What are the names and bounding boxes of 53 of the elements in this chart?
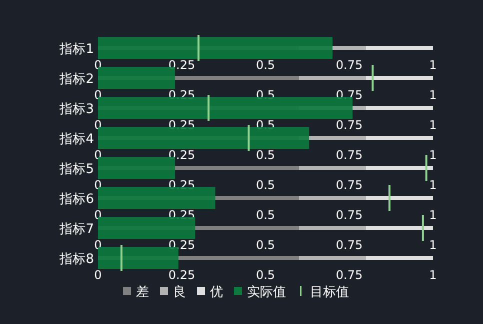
- x-tick-label: 0: [94, 58, 102, 72]
- x-tick-label: 0: [94, 208, 102, 222]
- x-tick-label: 0.75: [336, 208, 363, 222]
- x-tick-label: 0.5: [256, 208, 276, 222]
- x-tick-label: 0.25: [168, 118, 196, 132]
- y-tick-label: 指标4: [58, 132, 94, 147]
- y-tick-label: 指标8: [58, 252, 94, 267]
- legend-label: 目标值: [310, 285, 349, 300]
- x-tick-label: 0.25: [168, 268, 196, 282]
- x-tick-label: 0: [94, 118, 102, 132]
- x-tick-label: 0.75: [336, 238, 363, 252]
- x-tick-label: 0.5: [256, 118, 276, 132]
- x-tick-label: 0.75: [336, 88, 363, 102]
- x-tick-label: 0.5: [256, 88, 276, 102]
- legend-label: 差: [136, 285, 149, 300]
- x-tick-label: 0.75: [336, 178, 363, 192]
- y-tick-label: 指标5: [58, 162, 94, 177]
- x-tick-label: 0: [94, 148, 102, 162]
- x-tick-label: 1: [429, 58, 437, 72]
- x-tick-label: 0.25: [168, 208, 196, 222]
- x-tick-label: 0.25: [168, 238, 196, 252]
- x-tick-label: 0.5: [256, 58, 276, 72]
- x-tick-label: 0: [94, 238, 102, 252]
- x-tick-label: 1: [429, 238, 437, 252]
- legend-label: 优: [210, 285, 223, 300]
- x-tick-label: 0.5: [256, 178, 276, 192]
- x-tick-label: 1: [429, 208, 437, 222]
- y-tick-label: 指标2: [58, 72, 94, 87]
- y-tick-label: 指标1: [58, 42, 94, 57]
- x-tick-label: 0.5: [256, 238, 276, 252]
- legend-label: 实际值: [247, 285, 286, 300]
- legend-label: 良: [173, 285, 186, 300]
- x-tick-label: 0.75: [336, 148, 363, 162]
- x-tick-label: 0.5: [256, 148, 276, 162]
- x-tick-label: 0.75: [336, 58, 363, 72]
- x-tick-label: 0: [94, 178, 102, 192]
- x-tick-label: 1: [429, 178, 437, 192]
- x-tick-label: 1: [429, 268, 437, 282]
- x-tick-label: 1: [429, 118, 437, 132]
- x-tick-label: 1: [429, 88, 437, 102]
- x-tick-label: 0: [94, 88, 102, 102]
- y-tick-label: 指标6: [58, 192, 94, 207]
- x-tick-label: 0.75: [336, 118, 363, 132]
- x-tick-label: 0.25: [168, 178, 196, 192]
- x-tick-label: 0.25: [168, 88, 196, 102]
- x-tick-label: 0.25: [168, 58, 196, 72]
- y-tick-label: 指标7: [58, 222, 94, 237]
- x-tick-label: 0: [94, 268, 102, 282]
- x-tick-label: 0.5: [256, 268, 276, 282]
- x-tick-label: 1: [429, 148, 437, 162]
- x-tick-label: 0.25: [168, 148, 196, 162]
- y-tick-label: 指标3: [58, 102, 94, 117]
- x-tick-label: 0.75: [336, 268, 363, 282]
